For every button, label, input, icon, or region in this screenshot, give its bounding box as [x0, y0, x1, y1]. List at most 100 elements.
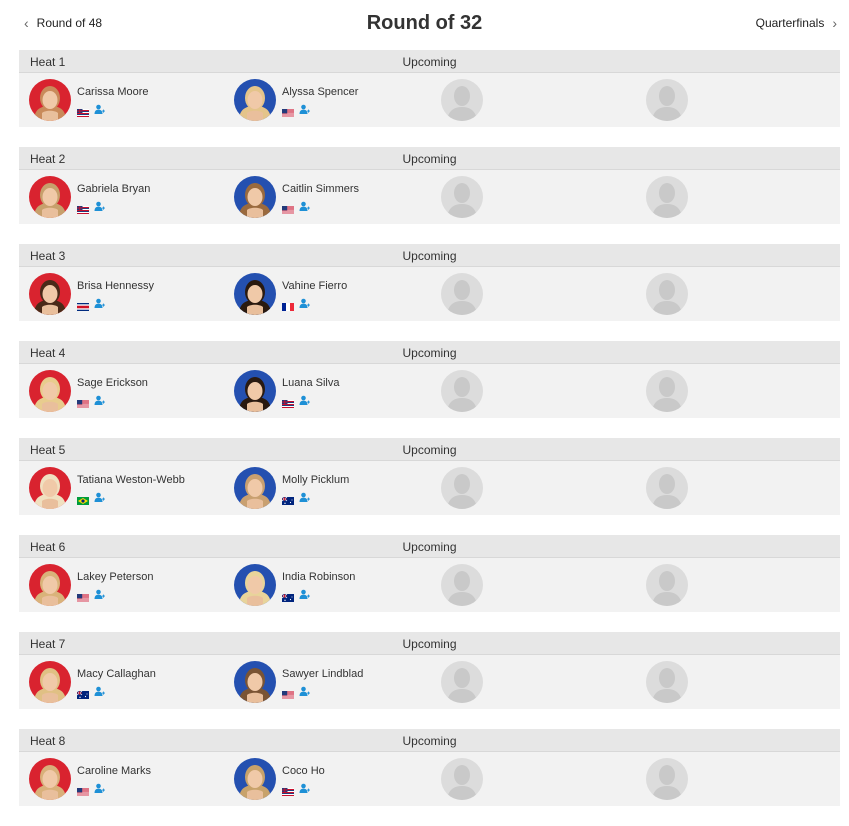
add-user-icon[interactable]: [299, 684, 310, 696]
heat-athletes: Caroline Marks Coco Ho: [19, 752, 840, 806]
athlete-name[interactable]: Coco Ho: [282, 765, 325, 777]
heat-card[interactable]: Heat 1 Upcoming Carissa Moore Alyssa Spence…: [19, 50, 840, 127]
add-user-icon[interactable]: [299, 781, 310, 793]
add-user-icon[interactable]: [94, 684, 105, 696]
add-user-icon[interactable]: [299, 393, 310, 405]
heat-header: Heat 8 Upcoming: [19, 729, 840, 752]
add-user-icon[interactable]: [299, 587, 310, 599]
next-round-link[interactable]: Quarterfinals ›: [756, 16, 837, 30]
heat-status: Upcoming: [402, 249, 457, 263]
costa-rica-flag-icon: [77, 298, 89, 311]
athlete-entry[interactable]: Brisa Hennessy: [29, 273, 219, 317]
athlete-avatar[interactable]: [234, 273, 276, 315]
athlete-avatar[interactable]: [29, 758, 71, 800]
avatar-placeholder-icon: [441, 176, 483, 218]
athlete-meta: [282, 684, 310, 699]
athlete-entry[interactable]: Luana Silva: [234, 370, 424, 414]
athlete-name[interactable]: Macy Callaghan: [77, 668, 156, 680]
athlete-entry[interactable]: Coco Ho: [234, 758, 424, 802]
athlete-name[interactable]: Caitlin Simmers: [282, 183, 360, 195]
athlete-avatar[interactable]: [29, 467, 71, 509]
heat-name: Heat 8: [30, 734, 66, 748]
heat-name: Heat 5: [30, 443, 66, 457]
athlete-entry[interactable]: Macy Callaghan: [29, 661, 219, 705]
athlete-name[interactable]: Lakey Peterson: [77, 571, 154, 583]
athlete-avatar[interactable]: [234, 79, 276, 121]
heat-card[interactable]: Heat 7 Upcoming Macy Callaghan Sawyer Lindb…: [19, 632, 840, 709]
athlete-entry[interactable]: Sage Erickson: [29, 370, 219, 414]
athlete-entry[interactable]: Tatiana Weston-Webb: [29, 467, 219, 511]
heat-name: Heat 7: [30, 637, 66, 651]
athlete-avatar[interactable]: [29, 176, 71, 218]
athlete-name[interactable]: Luana Silva: [282, 377, 340, 389]
usa-flag-icon: [282, 686, 294, 699]
athlete-entry[interactable]: Caitlin Simmers: [234, 176, 424, 220]
athlete-avatar[interactable]: [234, 370, 276, 412]
avatar-placeholder-icon: [441, 370, 483, 412]
heat-header: Heat 4 Upcoming: [19, 341, 840, 364]
add-user-icon[interactable]: [299, 490, 310, 502]
athlete-entry[interactable]: Carissa Moore: [29, 79, 219, 123]
usa-flag-icon: [77, 395, 89, 408]
avatar-placeholder-icon: [441, 79, 483, 121]
athlete-avatar[interactable]: [29, 370, 71, 412]
athlete-avatar[interactable]: [29, 564, 71, 606]
add-user-icon[interactable]: [94, 781, 105, 793]
athlete-avatar[interactable]: [29, 273, 71, 315]
athlete-avatar[interactable]: [29, 79, 71, 121]
athlete-entry[interactable]: Sawyer Lindblad: [234, 661, 424, 705]
athlete-avatar[interactable]: [234, 564, 276, 606]
heat-athletes: Macy Callaghan Sawyer Lindblad: [19, 655, 840, 709]
athlete-avatar[interactable]: [234, 467, 276, 509]
athlete-name[interactable]: Brisa Hennessy: [77, 280, 155, 292]
add-user-icon[interactable]: [94, 490, 105, 502]
athlete-name[interactable]: Caroline Marks: [77, 765, 151, 777]
athlete-entry[interactable]: Caroline Marks: [29, 758, 219, 802]
heat-card[interactable]: Heat 2 Upcoming Gabriela Bryan Caitlin Simm…: [19, 147, 840, 224]
heat-card[interactable]: Heat 3 Upcoming Brisa Hennessy Vahine Fierr…: [19, 244, 840, 321]
heat-card[interactable]: Heat 5 Upcoming Tatiana Weston-Webb Molly P…: [19, 438, 840, 515]
athlete-entry[interactable]: India Robinson: [234, 564, 424, 608]
athlete-entry[interactable]: Lakey Peterson: [29, 564, 219, 608]
athlete-entry[interactable]: Alyssa Spencer: [234, 79, 424, 123]
athlete-name[interactable]: Gabriela Bryan: [77, 183, 151, 195]
athlete-name[interactable]: Vahine Fierro: [282, 280, 348, 292]
heat-status: Upcoming: [402, 734, 457, 748]
usa-flag-icon: [77, 783, 89, 796]
athlete-name[interactable]: Sawyer Lindblad: [282, 668, 364, 680]
chevron-right-icon: ›: [832, 15, 837, 31]
heat-card[interactable]: Heat 4 Upcoming Sage Erickson Luana Silva: [19, 341, 840, 418]
athlete-avatar[interactable]: [29, 661, 71, 703]
heat-status: Upcoming: [402, 540, 457, 554]
add-user-icon[interactable]: [94, 199, 105, 211]
heat-card[interactable]: Heat 8 Upcoming Caroline Marks Coco Ho: [19, 729, 840, 806]
athlete-entry[interactable]: Vahine Fierro: [234, 273, 424, 317]
athlete-avatar[interactable]: [234, 758, 276, 800]
athlete-entry[interactable]: Gabriela Bryan: [29, 176, 219, 220]
heat-header: Heat 1 Upcoming: [19, 50, 840, 73]
athlete-entry[interactable]: Molly Picklum: [234, 467, 424, 511]
athlete-meta: [282, 781, 310, 796]
athlete-name[interactable]: Alyssa Spencer: [282, 86, 359, 98]
athlete-name[interactable]: Molly Picklum: [282, 474, 350, 486]
athlete-avatar[interactable]: [234, 176, 276, 218]
heat-card[interactable]: Heat 6 Upcoming Lakey Peterson India Robins…: [19, 535, 840, 612]
athlete-meta: [77, 296, 105, 311]
athlete-avatar[interactable]: [234, 661, 276, 703]
add-user-icon[interactable]: [299, 199, 310, 211]
add-user-icon[interactable]: [94, 393, 105, 405]
add-user-icon[interactable]: [94, 102, 105, 114]
heat-header: Heat 5 Upcoming: [19, 438, 840, 461]
athlete-name[interactable]: Sage Erickson: [77, 377, 148, 389]
add-user-icon[interactable]: [299, 102, 310, 114]
previous-round-link[interactable]: ‹ Round of 48: [24, 16, 102, 30]
add-user-icon[interactable]: [94, 587, 105, 599]
add-user-icon[interactable]: [94, 296, 105, 308]
athlete-meta: [282, 199, 310, 214]
athlete-meta: [282, 393, 310, 408]
athlete-name[interactable]: Tatiana Weston-Webb: [77, 474, 185, 486]
add-user-icon[interactable]: [299, 296, 310, 308]
athlete-name[interactable]: Carissa Moore: [77, 86, 149, 98]
athlete-name[interactable]: India Robinson: [282, 571, 356, 583]
heat-status: Upcoming: [402, 637, 457, 651]
